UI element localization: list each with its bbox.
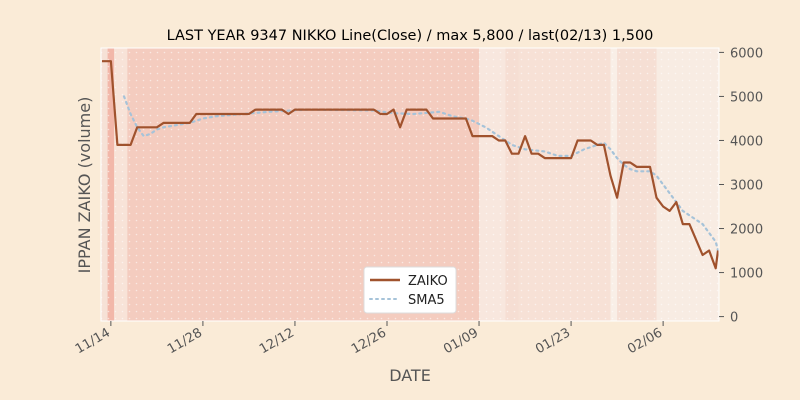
y-axis: 0 1000 2000 3000 4000 5000 6000	[719, 46, 763, 326]
legend-label-zaiko: ZAIKO	[408, 274, 448, 289]
y-tick-label: 2000	[730, 223, 763, 238]
legend-box	[363, 266, 457, 314]
chart-title: LAST YEAR 9347 NIKKO Line(Close) / max 5…	[167, 28, 654, 44]
series-layer	[102, 60, 720, 270]
y-tick-label: 3000	[730, 179, 763, 194]
series-line-zaiko	[102, 60, 720, 270]
y-tick-label: 0	[730, 311, 738, 326]
y-tick-label: 5000	[730, 90, 763, 105]
legend-label-sma5: SMA5	[408, 293, 445, 308]
y-tick-label: 1000	[730, 267, 763, 282]
y-axis-label: IPPAN ZAIKO (volume)	[75, 97, 94, 274]
legend: ZAIKO SMA5	[363, 266, 457, 314]
y-tick-label: 6000	[730, 46, 763, 61]
x-axis-label: DATE	[389, 366, 431, 385]
y-tick-label: 4000	[730, 134, 763, 149]
